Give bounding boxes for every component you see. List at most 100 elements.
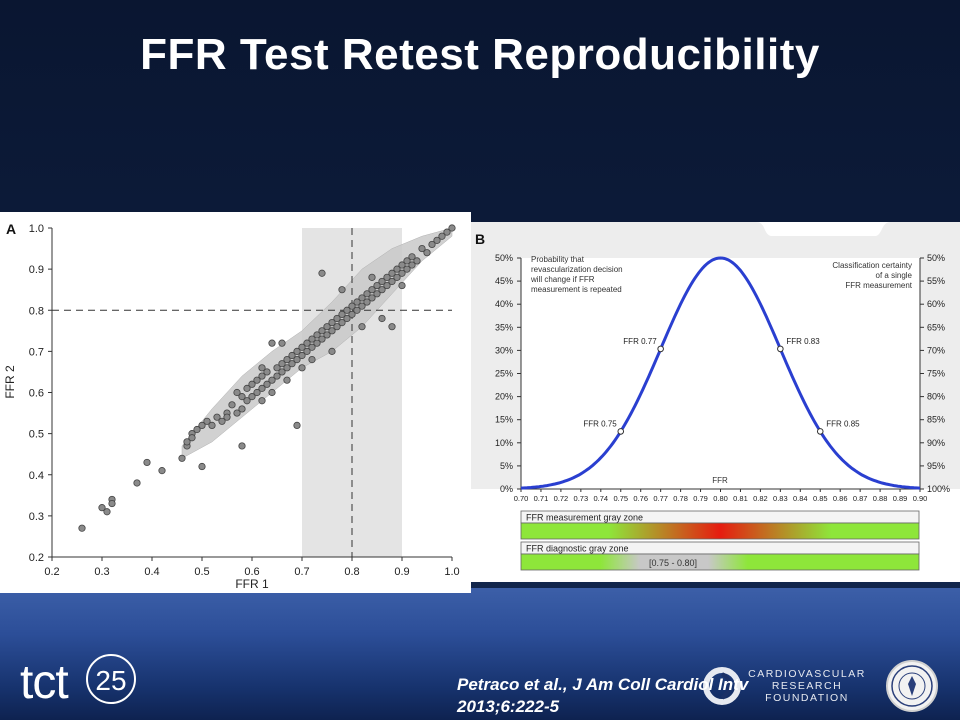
citation-line-1: Petraco et al., J Am Coll Cardiol Intv	[457, 675, 749, 694]
x-tick-label: 0.9	[394, 566, 409, 578]
scatter-point	[418, 244, 426, 253]
scatter-point	[388, 277, 396, 286]
scatter-point	[258, 397, 266, 405]
scatter-point	[443, 228, 451, 236]
scatter-point	[103, 508, 111, 516]
x-tick-label: 0.74	[593, 494, 608, 503]
probability-curve	[520, 256, 921, 490]
scatter-point	[198, 421, 206, 429]
tct-logo: tct	[20, 656, 69, 709]
scatter-point	[258, 372, 266, 380]
scatter-point	[403, 257, 411, 265]
probability-chart: 0% 5% 10% 15% 20% 25% 30% 35% 40% 45% 50% 100% 95% 90…	[471, 222, 960, 571]
marked-point	[657, 345, 664, 353]
scatter-point	[188, 434, 196, 442]
x-tick-label: 0.80	[713, 494, 728, 503]
y-tick-label-left: 10%	[495, 438, 513, 448]
annotation-left-line: Probability that	[531, 255, 585, 264]
scatter-point	[258, 384, 266, 392]
y-tick-label: 0.7	[29, 346, 44, 358]
y-tick-label-left: 40%	[495, 299, 513, 309]
scatter-point	[338, 310, 346, 318]
scatter-point	[403, 265, 411, 273]
scatter-point	[203, 417, 211, 425]
y-tick-label: 0.8	[29, 305, 44, 317]
diagnostic-range-label: [0.75 - 0.80]	[649, 558, 697, 568]
y-tick-label-right: 50%	[927, 253, 945, 263]
scatter-point	[268, 339, 276, 347]
y-tick-label-left: 45%	[495, 276, 513, 286]
y-tick-label-left: 35%	[495, 322, 513, 332]
scatter-point	[233, 388, 241, 397]
scatter-point	[308, 335, 316, 343]
annotation-left-line: measurement is repeated	[531, 285, 622, 294]
scatter-point	[318, 327, 326, 335]
scatter-point	[328, 318, 336, 327]
y-tick-label: 0.2	[29, 552, 44, 564]
scatter-point	[358, 294, 366, 302]
footer-band	[0, 588, 960, 720]
x-axis-label: FFR	[712, 476, 728, 485]
marked-point	[617, 428, 625, 435]
y-tick-label-right: 90%	[927, 438, 945, 448]
crf-logo: CARDIOVASCULAR RESEARCH FOUNDATION	[700, 664, 870, 708]
x-tick-label: 0.7	[294, 566, 309, 578]
annotation-right-line: Classification certainty	[832, 261, 912, 270]
marked-point	[816, 428, 824, 435]
scatter-point	[283, 356, 291, 364]
scatter-point	[133, 479, 141, 487]
scatter-point	[363, 290, 371, 298]
scatter-point	[233, 409, 241, 417]
x-tick-label: 0.90	[913, 494, 928, 503]
scatter-point	[318, 269, 326, 277]
y-tick-label: 0.6	[29, 388, 44, 400]
scatter-point	[348, 310, 356, 318]
y-tick-label-left: 25%	[495, 369, 513, 379]
scatter-point	[383, 273, 391, 281]
scatter-point	[278, 368, 286, 376]
scatter-point	[433, 236, 441, 244]
scatter-point	[423, 249, 431, 257]
scatter-point	[343, 306, 351, 314]
scatter-point	[323, 331, 331, 339]
x-tick-label: 0.76	[633, 494, 648, 503]
scatter-point	[248, 380, 256, 388]
x-tick-label: 0.71	[534, 494, 549, 503]
scatter-point	[143, 458, 151, 467]
scatter-point	[218, 417, 226, 425]
annotation-right-line: FFR measurement	[845, 281, 912, 290]
x-tick-label: 0.6	[244, 566, 259, 578]
measurement-gray-zone-bar	[520, 522, 920, 540]
scatter-point	[298, 343, 306, 351]
x-tick-label: 0.85	[813, 494, 828, 503]
crf-logo-text: CARDIOVASCULAR RESEARCH FOUNDATION	[748, 668, 866, 704]
scatter-point	[298, 364, 306, 372]
scatter-point	[308, 356, 316, 364]
y-tick-label: 0.3	[29, 511, 44, 523]
scatter-point	[268, 376, 276, 384]
diagnostic-gray-zone-bar	[520, 553, 920, 571]
crf-heart-icon	[703, 667, 741, 705]
scatter-point	[98, 504, 106, 512]
scatter-point	[313, 339, 321, 347]
scatter-point	[78, 524, 86, 532]
scatter-point	[338, 318, 346, 327]
scatter-point	[208, 421, 216, 429]
x-tick-label: 1.0	[444, 566, 459, 578]
x-tick-label: 0.86	[833, 494, 848, 503]
scatter-point	[358, 302, 366, 310]
scatter-point	[333, 323, 341, 331]
tct-25-badge: 25	[86, 654, 136, 704]
scatter-point	[438, 232, 446, 240]
x-tick-label: 0.75	[613, 494, 628, 503]
scatter-point	[238, 393, 246, 401]
scatter-point	[368, 286, 376, 294]
zone-2-label: FFR diagnostic gray zone	[526, 544, 629, 554]
scatter-point	[283, 376, 291, 384]
scatter-point	[368, 273, 376, 281]
x-tick-label: 0.78	[673, 494, 688, 503]
scatter-point	[408, 253, 416, 261]
scatter-point	[158, 467, 166, 475]
scatter-point	[373, 281, 381, 290]
scatter-point	[383, 281, 391, 290]
